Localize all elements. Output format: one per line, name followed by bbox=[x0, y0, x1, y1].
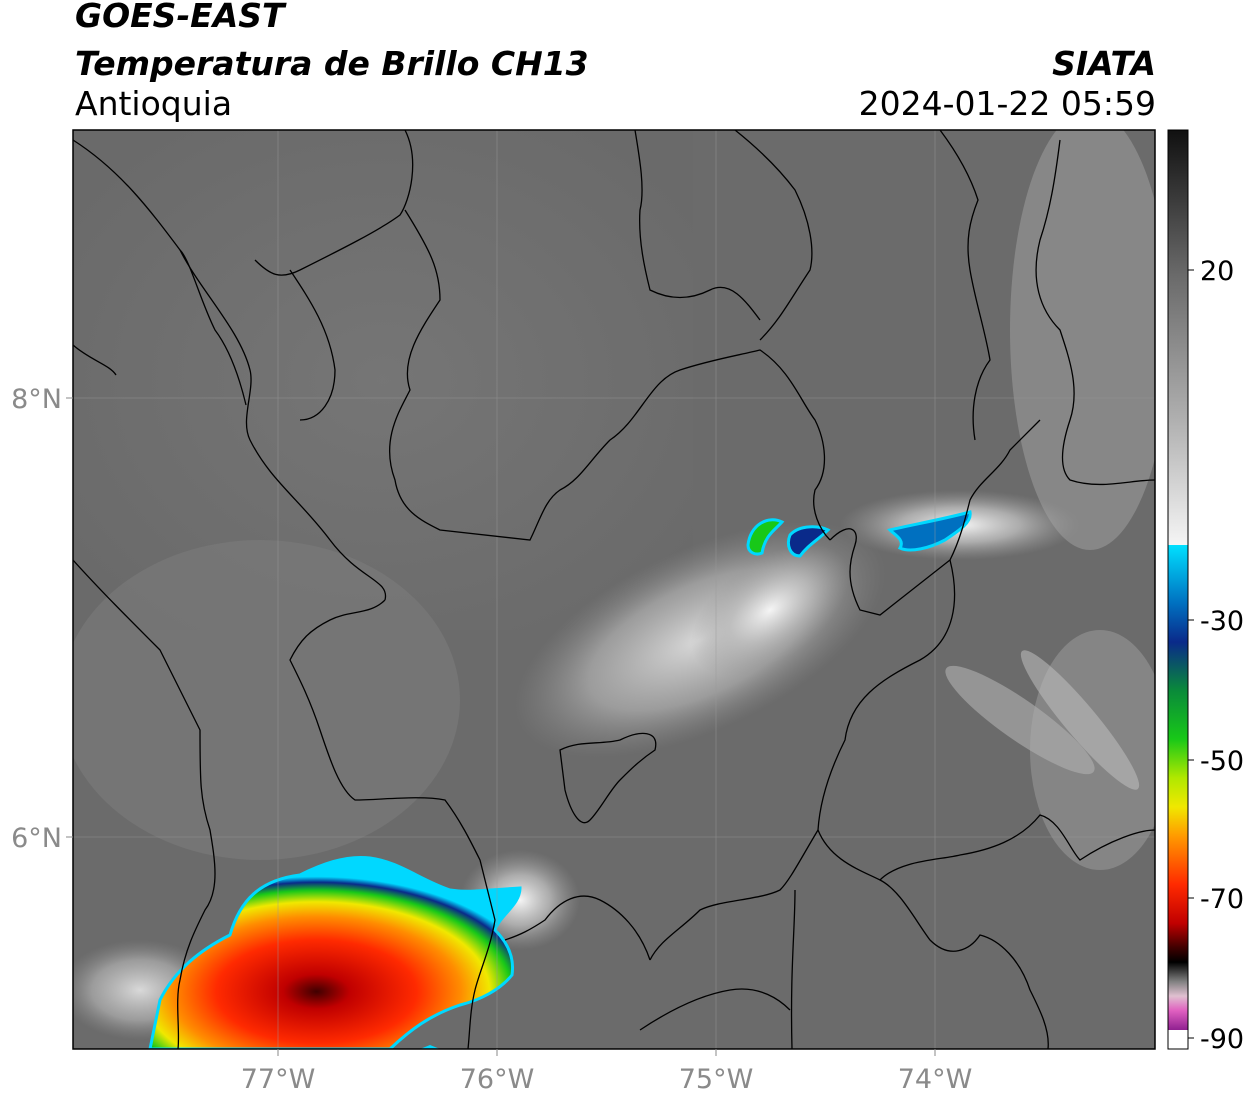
agency-title: SIATA bbox=[1052, 44, 1156, 83]
colorbar-tick-label: -30 bbox=[1200, 606, 1244, 637]
lon-tick-label: 75°W bbox=[679, 1064, 754, 1095]
colorbar-tick-label: -70 bbox=[1200, 884, 1244, 915]
satellite-title: GOES-EAST bbox=[75, 0, 285, 35]
cold-cloud-cells bbox=[746, 510, 972, 558]
product-title: Temperatura de Brillo CH13 bbox=[75, 44, 589, 83]
lat-ticks: 8°N 6°N bbox=[11, 384, 73, 854]
brightness-temperature-field bbox=[73, 130, 1155, 1049]
colorbar-tick-label: -50 bbox=[1200, 746, 1244, 777]
colorbar-tick-label: -90 bbox=[1200, 1024, 1244, 1055]
map-frame bbox=[72, 129, 1156, 1050]
lon-tick-label: 74°W bbox=[898, 1064, 973, 1095]
datetime-title: 2024-01-22 05:59 bbox=[858, 84, 1156, 123]
region-title: Antioquia bbox=[75, 84, 233, 123]
lat-tick-label: 6°N bbox=[11, 823, 62, 854]
convective-storm bbox=[148, 855, 522, 1049]
colorbar-tick-label: 20 bbox=[1200, 256, 1234, 287]
colorbar: 20 -30 -50 -70 -90 bbox=[1167, 129, 1244, 1055]
lon-ticks: 77°W 76°W 75°W 74°W bbox=[241, 1049, 973, 1095]
lon-tick-label: 76°W bbox=[460, 1064, 535, 1095]
lon-tick-label: 77°W bbox=[241, 1064, 316, 1095]
administrative-boundaries bbox=[73, 130, 1155, 1049]
lat-tick-label: 8°N bbox=[11, 384, 62, 415]
